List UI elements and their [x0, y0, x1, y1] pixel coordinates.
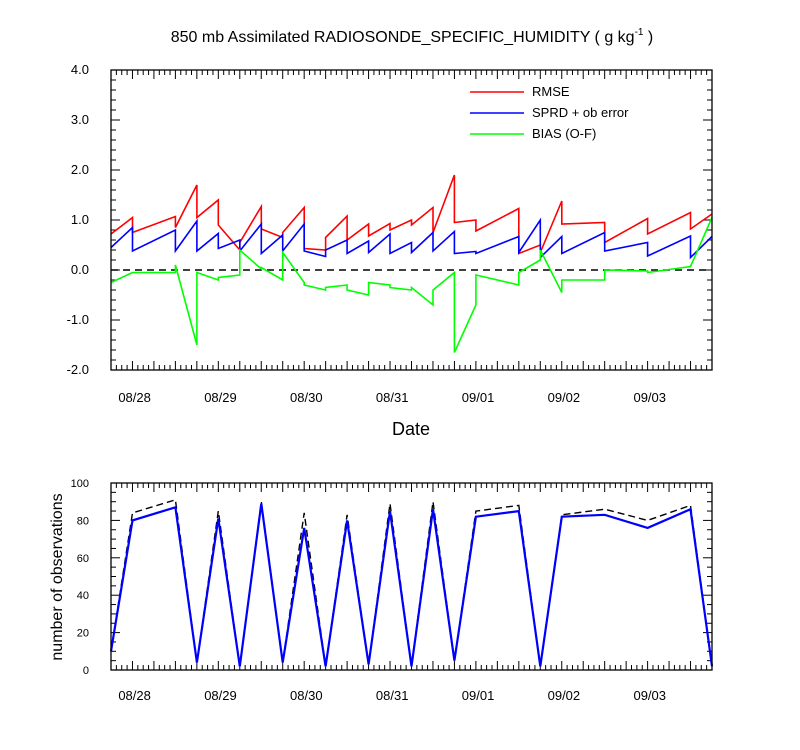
top-y-tick-labels: -2.0 -1.0 0.0 1.0 2.0 3.0 4.0 [67, 62, 89, 377]
y-tick-label: 20 [77, 628, 89, 640]
top-x-axis-label: Date [392, 419, 430, 439]
top-series-group [110, 174, 713, 353]
top-legend: RMSE SPRD + ob error BIAS (O-F) [470, 84, 629, 141]
y-tick-label: 1.0 [71, 212, 89, 227]
chart-title-superscript: -1 [635, 27, 644, 38]
x-tick-label: 08/29 [204, 390, 237, 405]
x-tick-label: 09/01 [462, 390, 495, 405]
x-tick-label: 08/28 [118, 390, 151, 405]
top-panel: -2.0-1.00.01.02.03.04.0 08/28 08/29 08/30 0… [67, 62, 713, 439]
y-tick-label: 40 [77, 590, 89, 602]
y-tick-label: 80 [77, 515, 89, 527]
y-tick-label: 0.0 [71, 262, 89, 277]
top-plot-frame [110, 69, 713, 371]
x-tick-label: 08/28 [118, 688, 151, 703]
x-tick-label: 08/31 [376, 688, 409, 703]
legend-label-bias: BIAS (O-F) [532, 126, 596, 141]
x-tick-label: 08/31 [376, 390, 409, 405]
chart-title: 850 mb Assimilated RADIOSONDE_SPECIFIC_H… [171, 27, 654, 46]
bottom-series-group [109, 498, 714, 667]
series-line-sprd-ob-error [110, 217, 713, 260]
legend-label-rmse: RMSE [532, 84, 570, 99]
chart-title-end: ) [643, 29, 653, 46]
x-tick-label: 09/02 [548, 390, 581, 405]
bottom-axis-ticks [110, 482, 713, 671]
bottom-y-tick-labels: 0 20 40 60 80 100 [71, 478, 89, 677]
series-line-bias-o-f [110, 217, 713, 353]
chart-title-main: 850 mb Assimilated RADIOSONDE_SPECIFIC_H… [171, 29, 635, 46]
y-tick-label: 2.0 [71, 162, 89, 177]
top-x-tick-labels: 08/28 08/29 08/30 08/31 09/01 09/02 09/03 [118, 390, 666, 405]
x-tick-label: 09/01 [462, 688, 495, 703]
y-tick-label: -1.0 [67, 312, 89, 327]
bottom-plot-frame [110, 482, 713, 671]
x-tick-label: 08/29 [204, 688, 237, 703]
y-tick-label: 100 [71, 478, 89, 490]
x-tick-label: 09/03 [633, 688, 666, 703]
series-line-rmse [110, 174, 713, 255]
bottom-panel: 0 20 40 60 80 100 08/28 08/29 08/30 08/31 09/01 09… [49, 478, 714, 703]
x-tick-label: 09/03 [633, 390, 666, 405]
series-line-used [109, 503, 714, 667]
bottom-y-axis-label: number of observations [49, 493, 66, 660]
legend-label-sprd: SPRD + ob error [532, 105, 629, 120]
x-tick-label: 09/02 [548, 688, 581, 703]
x-tick-label: 08/30 [290, 688, 323, 703]
y-tick-label: 60 [77, 553, 89, 565]
bottom-x-tick-labels: 08/28 08/29 08/30 08/31 09/01 09/02 09/03 [118, 688, 666, 703]
y-tick-label: 0 [83, 665, 89, 677]
y-tick-label: 4.0 [71, 62, 89, 77]
y-tick-label: -2.0 [67, 362, 89, 377]
x-tick-label: 08/30 [290, 390, 323, 405]
top-axis-ticks [110, 69, 713, 371]
y-tick-label: 3.0 [71, 112, 89, 127]
